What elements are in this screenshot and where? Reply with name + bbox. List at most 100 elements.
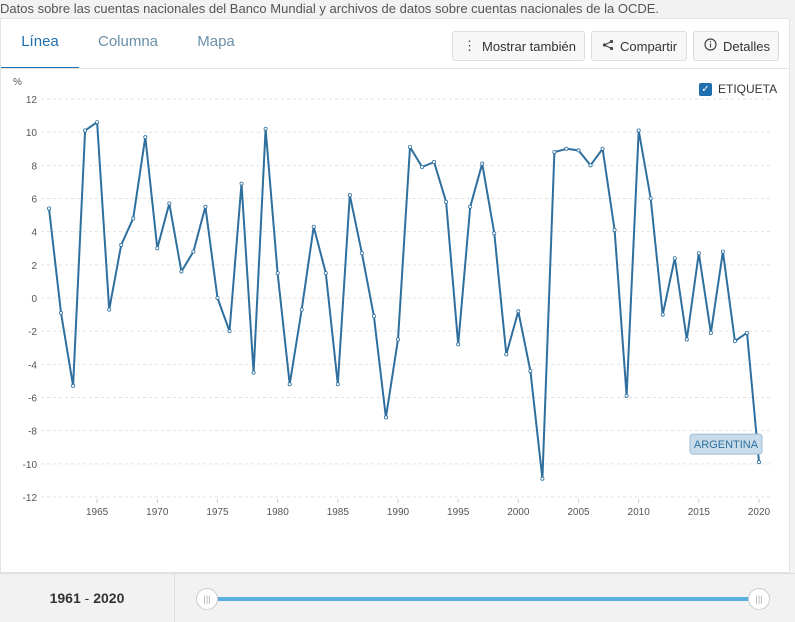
y-tick-label: 6 bbox=[31, 195, 37, 206]
data-point bbox=[179, 269, 184, 274]
y-axis-label: % bbox=[13, 77, 22, 88]
share-icon bbox=[602, 39, 614, 54]
data-point bbox=[672, 256, 677, 261]
x-tick-label: 1985 bbox=[327, 507, 350, 518]
data-point bbox=[696, 251, 701, 256]
data-point bbox=[492, 231, 497, 236]
data-point bbox=[227, 329, 232, 334]
label-toggle[interactable]: ✓ ETIQUETA bbox=[699, 82, 777, 96]
data-point bbox=[540, 476, 545, 481]
x-tick-label: 1990 bbox=[387, 507, 410, 518]
data-point bbox=[167, 201, 172, 206]
show-also-label: Mostrar también bbox=[482, 38, 576, 54]
more-vertical-icon: ⋮ bbox=[463, 38, 476, 53]
series-line bbox=[48, 121, 760, 480]
details-label: Detalles bbox=[723, 38, 770, 54]
data-point bbox=[600, 146, 605, 151]
data-point bbox=[420, 164, 425, 169]
data-point bbox=[203, 204, 208, 209]
range-slider-start-handle[interactable]: ||| bbox=[196, 588, 218, 610]
x-tick-label: 2015 bbox=[688, 507, 711, 518]
source-note: Datos sobre las cuentas nacionales del B… bbox=[0, 1, 660, 16]
chart-panel: Línea Columna Mapa ⋮ Mostrar también Com… bbox=[0, 18, 790, 573]
data-point bbox=[408, 145, 413, 150]
y-tick-label: -8 bbox=[28, 427, 37, 438]
data-point bbox=[648, 196, 653, 201]
data-point bbox=[371, 314, 376, 319]
data-point bbox=[624, 393, 629, 398]
data-point bbox=[83, 128, 88, 133]
data-point bbox=[395, 337, 400, 342]
range-separator: - bbox=[84, 590, 90, 606]
x-tick-label: 2005 bbox=[567, 507, 590, 518]
data-point bbox=[468, 204, 473, 209]
data-point bbox=[155, 246, 160, 251]
data-point bbox=[588, 163, 593, 168]
y-tick-label: -12 bbox=[23, 493, 38, 504]
data-point bbox=[239, 181, 244, 186]
x-tick-label: 2000 bbox=[507, 507, 530, 518]
x-tick-label: 1980 bbox=[267, 507, 290, 518]
data-point bbox=[107, 307, 112, 312]
label-toggle-text: ETIQUETA bbox=[718, 82, 778, 96]
data-point bbox=[660, 312, 665, 317]
data-point bbox=[335, 382, 340, 387]
data-point bbox=[275, 271, 280, 276]
y-tick-label: -6 bbox=[28, 394, 37, 405]
data-point bbox=[191, 249, 196, 254]
year-range: 1961 - 2020 bbox=[0, 574, 175, 622]
data-point bbox=[708, 330, 713, 335]
data-point bbox=[215, 295, 220, 300]
data-point bbox=[576, 148, 581, 153]
x-tick-label: 1970 bbox=[146, 507, 169, 518]
tab-mapa[interactable]: Mapa bbox=[197, 33, 235, 50]
data-point bbox=[528, 368, 533, 373]
data-point bbox=[131, 216, 136, 221]
data-point bbox=[516, 309, 521, 314]
data-point bbox=[456, 342, 461, 347]
data-point bbox=[71, 383, 76, 388]
y-tick-label: 2 bbox=[31, 261, 37, 272]
x-tick-label: 1995 bbox=[447, 507, 470, 518]
y-tick-label: -4 bbox=[28, 360, 37, 371]
data-point bbox=[612, 228, 617, 233]
data-point bbox=[47, 206, 52, 211]
data-point bbox=[564, 146, 569, 151]
data-point bbox=[552, 150, 557, 155]
tab-columna[interactable]: Columna bbox=[97, 33, 159, 50]
x-tick-label: 2010 bbox=[628, 507, 651, 518]
data-point bbox=[684, 337, 689, 342]
data-point bbox=[347, 193, 352, 198]
series-end-label: ARGENTINA bbox=[694, 439, 759, 451]
y-tick-label: 8 bbox=[31, 161, 37, 172]
y-tick-label: 4 bbox=[31, 228, 37, 239]
show-also-button[interactable]: ⋮ Mostrar también bbox=[452, 31, 585, 61]
data-point bbox=[432, 160, 437, 165]
range-end: 2020 bbox=[93, 590, 125, 606]
y-tick-label: 12 bbox=[26, 95, 38, 106]
data-point bbox=[323, 271, 328, 276]
details-button[interactable]: Detalles bbox=[693, 31, 779, 61]
x-tick-label: 1975 bbox=[206, 507, 229, 518]
x-tick-label: 1965 bbox=[86, 507, 109, 518]
data-point bbox=[299, 307, 304, 312]
data-point bbox=[480, 161, 485, 166]
range-slider-track[interactable] bbox=[207, 597, 759, 601]
data-point bbox=[636, 128, 641, 133]
line-chart: 12 10 8 6 4 2 0 -2 -4 -6 -8 -10 -12% 1965 1970 1975 1980… bbox=[13, 77, 773, 518]
range-slider-end-handle[interactable]: ||| bbox=[748, 588, 770, 610]
share-button[interactable]: Compartir bbox=[591, 31, 687, 61]
data-point bbox=[444, 199, 449, 204]
data-point bbox=[287, 382, 292, 387]
range-bar: 1961 - 2020 ||| ||| bbox=[0, 573, 795, 622]
y-tick-label: 0 bbox=[31, 294, 37, 305]
checkbox-checked-icon: ✓ bbox=[699, 82, 712, 96]
data-point bbox=[383, 415, 388, 420]
data-point bbox=[263, 126, 268, 131]
data-point bbox=[311, 224, 316, 229]
tab-linea[interactable]: Línea bbox=[1, 19, 79, 69]
data-point bbox=[720, 249, 725, 254]
y-tick-label: -10 bbox=[23, 460, 38, 471]
data-point bbox=[757, 460, 762, 465]
share-label: Compartir bbox=[620, 38, 678, 54]
